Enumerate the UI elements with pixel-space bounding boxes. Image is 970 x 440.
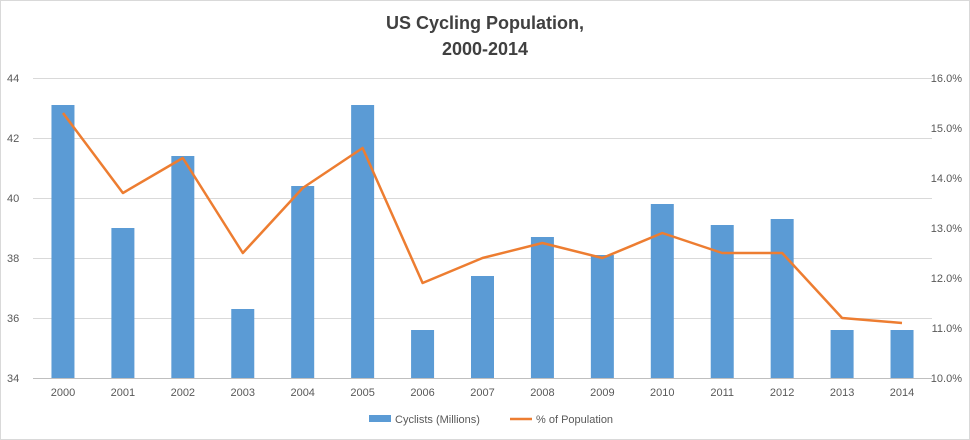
y-left-tick-label: 40 <box>7 193 19 205</box>
bar <box>471 276 494 378</box>
y-right-tick-label: 12.0% <box>931 273 962 285</box>
legend-label-line: % of Population <box>536 414 613 426</box>
bar <box>351 105 375 378</box>
chart-title-line-2: 2000-2014 <box>441 39 529 59</box>
x-tick-label: 2009 <box>590 387 614 399</box>
x-tick-label: 2001 <box>111 387 135 399</box>
y-left-tick-label: 42 <box>7 133 19 145</box>
bar <box>171 156 195 378</box>
x-tick-label: 2005 <box>350 387 374 399</box>
bar <box>590 255 614 378</box>
y-left-tick-label: 38 <box>7 253 19 265</box>
bar <box>890 330 914 378</box>
x-tick-label: 2010 <box>650 387 674 399</box>
bar <box>51 105 75 378</box>
y-right-tick-label: 13.0% <box>931 223 962 235</box>
x-tick-label: 2007 <box>470 387 494 399</box>
y-right-tick-label: 16.0% <box>931 73 962 85</box>
x-tick-label: 2012 <box>770 387 794 399</box>
x-tick-label: 2003 <box>231 387 255 399</box>
x-tick-label: 2011 <box>710 387 734 399</box>
bar <box>111 228 135 378</box>
bar <box>770 219 794 378</box>
y-right-tick-label: 10.0% <box>931 373 962 385</box>
x-tick-label: 2002 <box>171 387 195 399</box>
bar <box>710 225 734 378</box>
x-tick-label: 2000 <box>51 387 75 399</box>
y-right-tick-label: 14.0% <box>931 173 962 185</box>
legend-swatch-bar <box>369 415 391 422</box>
bar <box>411 330 435 378</box>
y-left-tick-label: 44 <box>7 73 19 85</box>
chart-title: US Cycling Population, 2000-2014 <box>0 10 970 62</box>
y-right-tick-label: 15.0% <box>931 123 962 135</box>
y-left-tick-label: 34 <box>7 373 19 385</box>
bar <box>231 309 255 378</box>
bar <box>291 186 315 378</box>
x-tick-label: 2014 <box>890 387 914 399</box>
y-right-tick-label: 11.0% <box>932 323 963 335</box>
bar <box>830 330 854 378</box>
x-tick-label: 2006 <box>410 387 434 399</box>
chart-title-line-1: US Cycling Population, <box>385 13 584 33</box>
line-series <box>61 112 903 325</box>
y-left-tick-label: 36 <box>7 313 19 325</box>
x-tick-label: 2013 <box>830 387 854 399</box>
x-tick-label: 2004 <box>290 387 314 399</box>
x-tick-label: 2008 <box>530 387 554 399</box>
bar <box>530 237 554 378</box>
bar <box>650 204 674 378</box>
legend-label-bar: Cyclists (Millions) <box>395 414 480 426</box>
